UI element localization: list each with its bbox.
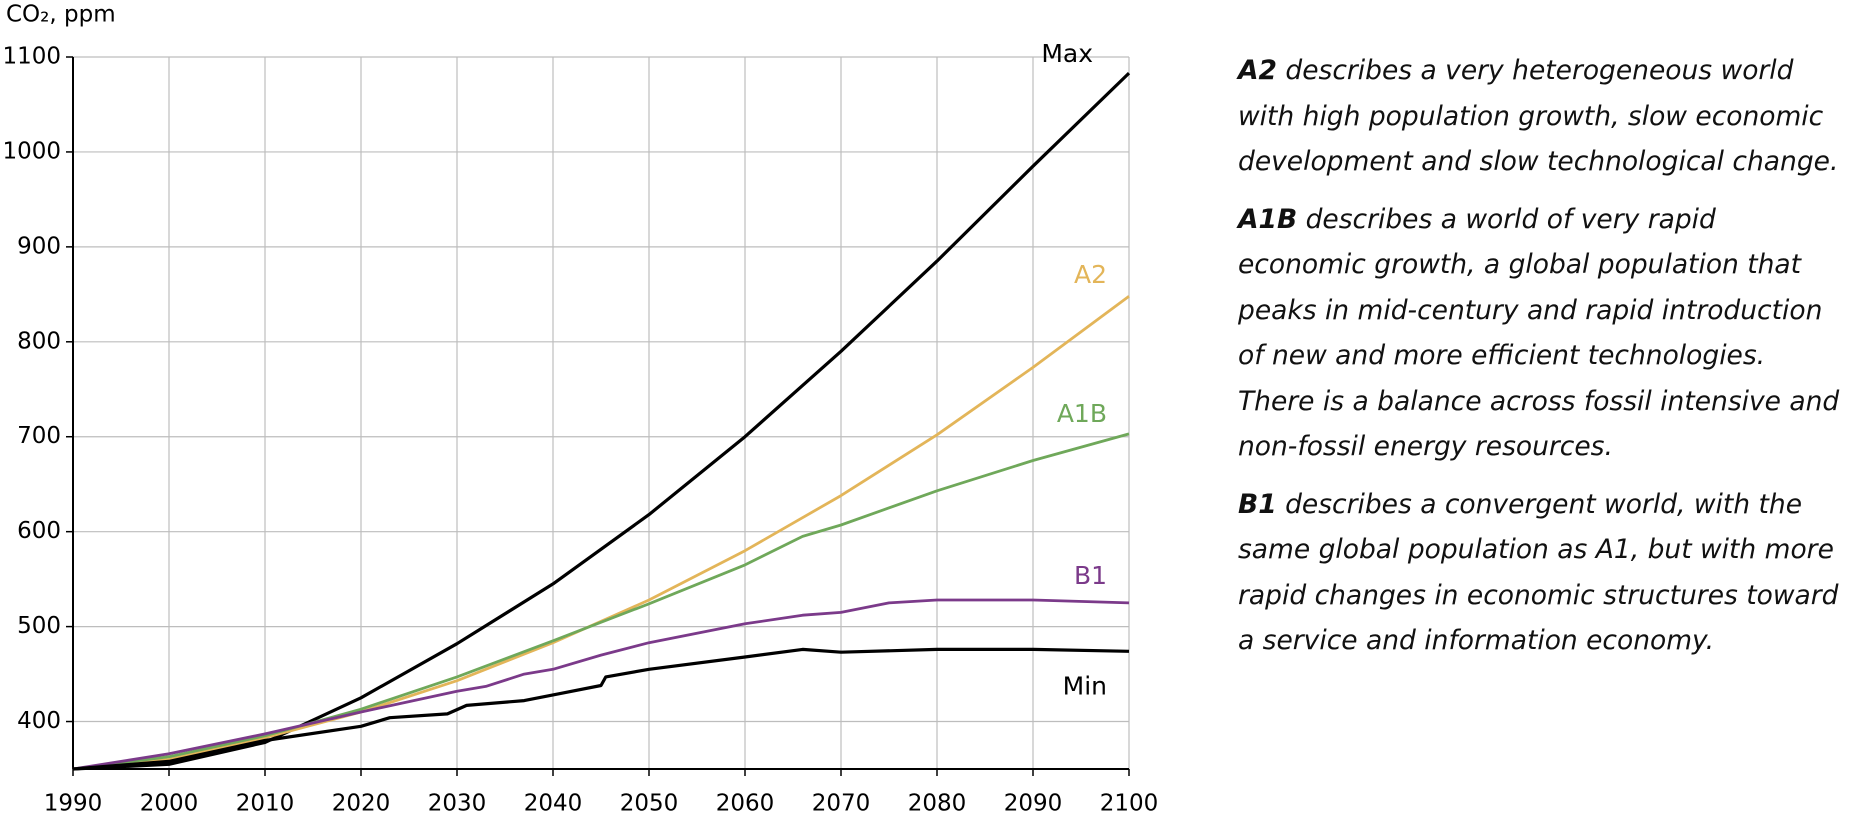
y-tick-label: 400 [17, 708, 61, 734]
y-tick-label: 1100 [2, 44, 61, 70]
note-text: describes a world of very rapid economic… [1238, 203, 1840, 463]
note: A1B describes a world of very rapid econ… [1238, 197, 1848, 470]
x-tick-label: 2080 [908, 791, 967, 816]
note-term: A2 [1238, 55, 1277, 86]
x-tick-label: 2060 [716, 791, 775, 816]
series-line [72, 598, 1130, 771]
note-text: describes a convergent world, with the s… [1238, 488, 1839, 657]
y-tick-label: 900 [17, 233, 61, 259]
series-line [72, 432, 1130, 771]
series-label: Min [1063, 671, 1107, 700]
series-line [72, 295, 1130, 771]
note-text: describes a very heterogeneous world wit… [1238, 55, 1839, 177]
series-label: A2 [1074, 260, 1107, 289]
x-tick-label: 2100 [1100, 791, 1159, 816]
y-axis-label: CO₂, ppm [6, 2, 116, 28]
x-tick-label: 2030 [428, 791, 487, 816]
y-tick-label: 700 [17, 423, 61, 449]
x-tick-label: 2020 [332, 791, 391, 816]
series-label: B1 [1074, 561, 1107, 590]
note: B1 describes a convergent world, with th… [1238, 482, 1848, 664]
series-label: A1B [1057, 399, 1107, 428]
y-tick-label: 1000 [2, 138, 61, 164]
y-tick-label: 600 [17, 518, 61, 544]
x-tick-label: 2070 [812, 791, 871, 816]
x-tick-label: 2000 [140, 791, 199, 816]
x-tick-label: 2010 [236, 791, 295, 816]
x-tick-label: 2090 [1004, 791, 1063, 816]
series-line [72, 647, 1130, 771]
chart: CO₂, ppm 400 500 600 700 800 900 1000 1100 1990 2… [2, 2, 1159, 816]
y-tick-label: 500 [17, 613, 61, 639]
note: A2 describes a very heterogeneous world … [1238, 48, 1848, 185]
x-tick-label: 2040 [524, 791, 583, 816]
series-line [72, 71, 1131, 771]
note-term: B1 [1238, 488, 1277, 520]
x-tick-label: 1990 [44, 791, 103, 816]
y-tick-label: 800 [17, 328, 61, 354]
note-term: A1B [1238, 203, 1298, 235]
notes: A2 describes a very heterogeneous world … [1238, 48, 1848, 676]
x-tick-label: 2050 [620, 791, 679, 816]
series-label: Max [1041, 39, 1093, 68]
